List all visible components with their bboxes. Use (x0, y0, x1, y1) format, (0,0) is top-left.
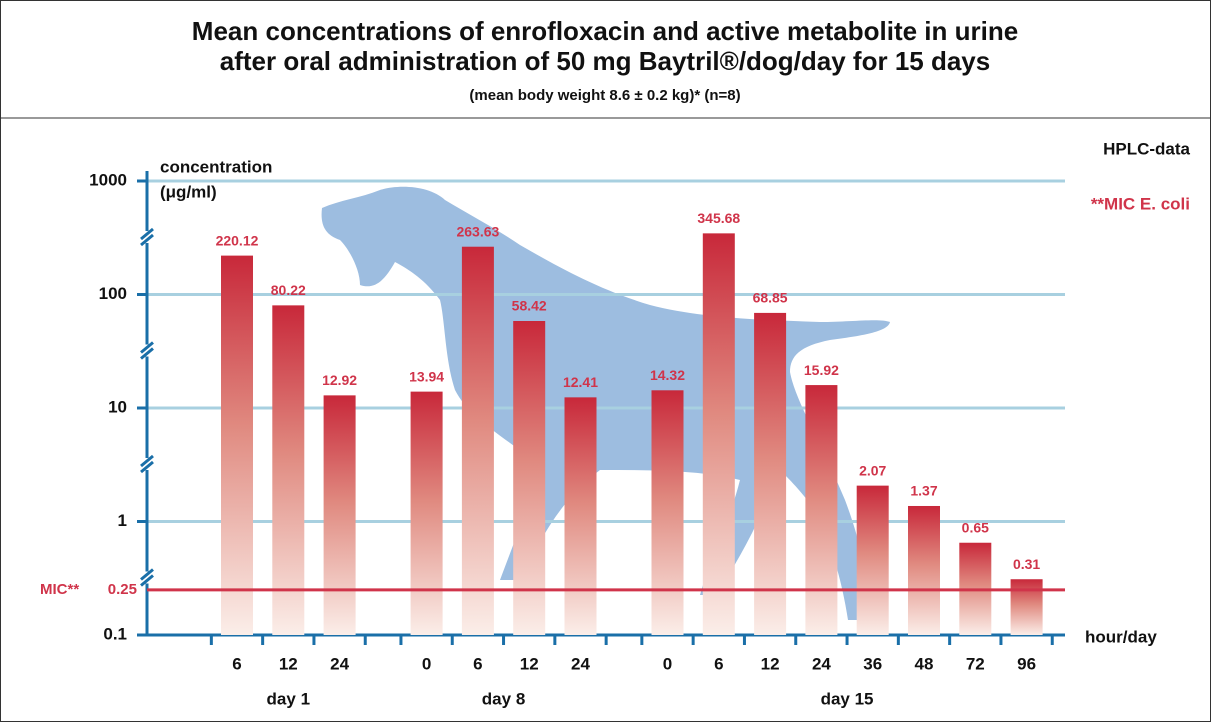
y-tick-label: 1 (118, 511, 127, 530)
bar (324, 395, 356, 635)
group-label: day 1 (267, 689, 310, 708)
bar (908, 506, 940, 635)
bar (221, 256, 253, 635)
bar (703, 233, 735, 635)
bar (805, 385, 837, 635)
x-tick-label: 96 (1017, 654, 1036, 673)
value-label: 12.92 (322, 372, 357, 388)
x-tick-label: 72 (966, 654, 985, 673)
value-label: 68.85 (753, 290, 788, 306)
group-label: day 15 (821, 689, 874, 708)
x-tick-label: 0 (663, 654, 672, 673)
chart-title: after oral administration of 50 mg Baytr… (220, 46, 990, 76)
chart-title: Mean concentrations of enrofloxacin and … (192, 16, 1018, 46)
x-axis-label: hour/day (1085, 627, 1157, 646)
bar (272, 305, 304, 635)
chart: Mean concentrations of enrofloxacin and … (0, 0, 1211, 722)
y-tick-label: 10 (108, 397, 127, 416)
y-axis-label: (μg/ml) (160, 182, 217, 201)
annotation: **MIC E. coli (1091, 194, 1190, 213)
y-tick-label: 1000 (89, 170, 127, 189)
y-tick-label: 100 (99, 284, 127, 303)
bar (513, 321, 545, 635)
value-label: 220.12 (216, 232, 259, 248)
value-label: 0.65 (962, 519, 989, 535)
x-tick-label: 6 (232, 654, 241, 673)
value-label: 80.22 (271, 282, 306, 298)
value-label: 263.63 (456, 223, 499, 239)
y-tick-label: 0.1 (103, 624, 127, 643)
reference-value: 0.25 (108, 581, 137, 598)
x-tick-label: 24 (330, 654, 349, 673)
x-tick-label: 36 (863, 654, 882, 673)
bar (411, 392, 443, 635)
value-label: 58.42 (512, 298, 547, 314)
value-label: 1.37 (910, 483, 937, 499)
x-tick-label: 6 (473, 654, 482, 673)
value-label: 345.68 (697, 210, 740, 226)
bar (462, 247, 494, 635)
dog-silhouette (322, 187, 890, 620)
value-label: 2.07 (859, 462, 886, 478)
bar (652, 390, 684, 635)
x-tick-label: 12 (279, 654, 298, 673)
x-tick-label: 12 (761, 654, 780, 673)
reference-label: MIC** (40, 581, 79, 598)
x-tick-label: 12 (520, 654, 539, 673)
annotation: HPLC-data (1103, 139, 1190, 158)
value-label: 14.32 (650, 367, 685, 383)
x-tick-label: 0 (422, 654, 431, 673)
value-label: 12.41 (563, 374, 598, 390)
bar (754, 313, 786, 635)
x-tick-label: 6 (714, 654, 723, 673)
x-tick-label: 24 (812, 654, 831, 673)
value-label: 15.92 (804, 362, 839, 378)
value-label: 0.31 (1013, 556, 1040, 572)
bar (565, 397, 597, 635)
y-axis-label: concentration (160, 157, 272, 176)
bar (1011, 579, 1043, 635)
x-tick-label: 24 (571, 654, 590, 673)
value-label: 13.94 (409, 368, 444, 384)
x-tick-label: 48 (915, 654, 934, 673)
chart-subtitle: (mean body weight 8.6 ± 0.2 kg)* (n=8) (469, 87, 740, 104)
bar (857, 486, 889, 635)
group-label: day 8 (482, 689, 525, 708)
